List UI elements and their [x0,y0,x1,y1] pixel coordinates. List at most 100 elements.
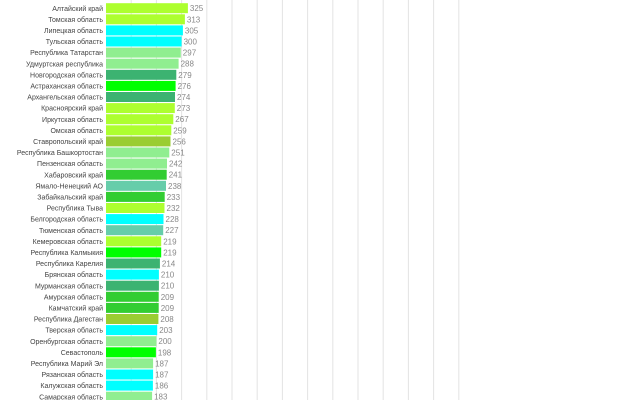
bar[interactable] [106,125,172,136]
bar[interactable] [106,258,160,269]
value-label: 183 [154,393,168,400]
value-label: 210 [161,282,175,291]
category-label: Томская область [48,16,103,24]
bar[interactable] [106,58,179,69]
bar[interactable] [106,269,159,280]
category-label: Иркутская область [42,116,103,124]
bar[interactable] [106,114,174,125]
bar[interactable] [106,47,181,58]
value-label: 233 [167,193,181,202]
value-label: 214 [162,260,176,269]
value-label: 273 [177,104,191,113]
value-label: 187 [155,371,169,380]
value-label: 251 [171,149,185,158]
bar[interactable] [106,236,162,247]
value-label: 198 [158,348,172,357]
category-label: Республика Марий Эл [31,360,103,368]
category-label: Тверская область [45,327,103,335]
category-label: Республика Башкортостан [17,149,103,157]
bar[interactable] [106,380,153,391]
value-label: 219 [163,237,177,246]
value-label: 256 [173,137,187,146]
value-label: 232 [167,204,181,213]
bar[interactable] [106,291,159,302]
category-label: Красноярский край [41,105,103,113]
bar[interactable] [106,369,154,380]
category-label: Тульская область [46,38,104,46]
bar[interactable] [106,203,165,213]
value-label: 305 [185,26,199,35]
category-label: Республика Дагестан [34,316,103,324]
value-label: 228 [166,215,180,224]
value-label: 313 [187,15,201,24]
bar[interactable] [106,80,176,91]
value-label: 259 [173,126,187,135]
value-label: 242 [169,160,183,169]
bar[interactable] [106,3,188,14]
bar[interactable] [106,158,167,169]
value-label: 279 [178,71,192,80]
category-label: Рязанская область [42,371,104,379]
bar[interactable] [106,391,153,402]
bar[interactable] [106,347,156,358]
bar[interactable] [106,147,170,158]
bar[interactable] [106,280,159,291]
value-labels: 325 313 305 300 297 288 279 276 274 273 267 259 256 2… [154,4,204,402]
bar[interactable] [106,103,175,114]
bar[interactable] [106,358,154,369]
value-label: 241 [169,171,183,180]
value-label: 219 [163,248,177,257]
bar[interactable] [106,92,175,102]
category-label: Хабаровский край [44,171,103,179]
category-label: Алтайский край [52,5,103,13]
bar[interactable] [106,302,159,313]
category-label: Брянская область [45,271,104,279]
category-label: Амурская область [44,293,103,301]
value-label: 186 [155,382,169,391]
category-label: Белгородская область [30,216,103,224]
category-label: Тюменская область [39,227,103,235]
bars [106,3,188,402]
value-label: 209 [161,304,175,313]
value-label: 325 [190,4,204,13]
category-label: Самарская область [39,393,103,400]
category-label: Камчатский край [49,305,103,313]
bar[interactable] [106,25,183,36]
category-label: Оренбургская область [30,338,103,346]
bar[interactable] [106,314,159,324]
value-label: 238 [168,182,182,191]
value-label: 187 [155,359,169,368]
category-label: Новгородская область [30,71,103,79]
category-label: Кемеровская область [33,238,104,246]
category-label: Удмуртская республика [26,60,103,68]
value-label: 200 [158,337,172,346]
bar[interactable] [106,214,164,225]
value-label: 203 [159,326,173,335]
bar[interactable] [106,69,177,80]
bar[interactable] [106,180,166,191]
bar[interactable] [106,169,167,180]
bar[interactable] [106,325,158,336]
bar[interactable] [106,36,182,47]
category-label: Республика Тыва [47,205,104,213]
value-label: 276 [178,82,192,91]
bar[interactable] [106,136,171,147]
bar[interactable] [106,14,185,25]
category-label: Республика Калмыкия [30,249,103,257]
bar[interactable] [106,336,157,347]
category-labels: Алтайский край Томская область Липецкая об… [17,5,104,401]
category-label: Астраханская область [30,83,103,91]
category-label: Мурманская область [35,282,103,290]
category-label: Республика Татарстан [30,49,103,57]
bar[interactable] [106,225,164,236]
value-label: 210 [161,271,175,280]
bar[interactable] [106,191,165,202]
category-label: Калужская область [40,382,103,390]
category-label: Пензенская область [37,160,103,168]
category-label: Ставропольский край [33,138,103,146]
category-label: Забайкальский край [37,194,103,202]
value-label: 208 [160,315,174,324]
bar[interactable] [106,247,162,258]
